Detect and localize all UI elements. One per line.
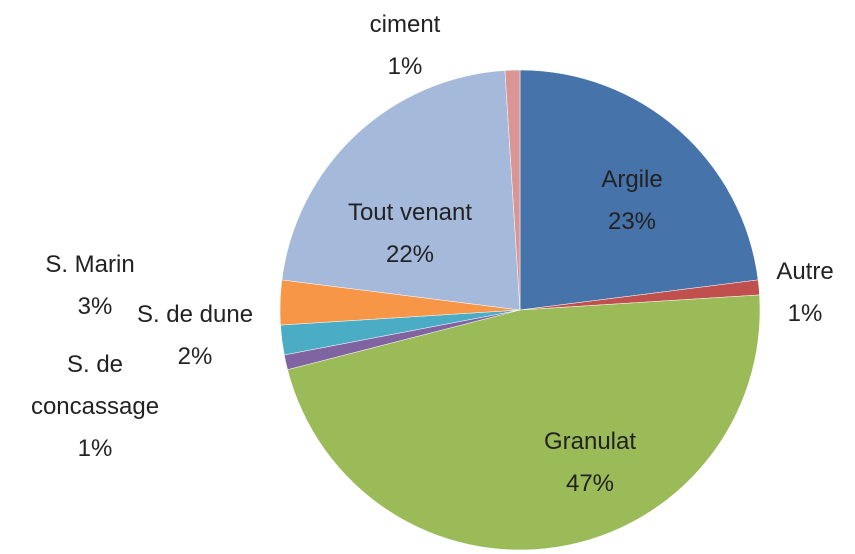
slice-label: S. de concassage 1% xyxy=(20,344,170,470)
value-label: 1% xyxy=(787,300,823,327)
value-label: 1% xyxy=(77,435,113,462)
category-label: S. de concassage xyxy=(30,351,160,420)
slice-label: ciment 1% xyxy=(370,4,441,88)
slice-label: Granulat 47% xyxy=(544,421,636,505)
value-label: 2% xyxy=(177,343,213,370)
slice-label: S. de dune 2% xyxy=(137,294,253,378)
category-label: Autre xyxy=(776,258,834,285)
slice-label: Tout venant 22% xyxy=(348,192,472,276)
category-label: Argile xyxy=(601,166,663,193)
slice-label: S. Marin 3% xyxy=(45,244,134,328)
slice-label: Argile 23% xyxy=(601,159,662,243)
pie-slice xyxy=(504,69,521,311)
value-label: 23% xyxy=(607,208,657,235)
category-label: Granulat xyxy=(543,428,637,455)
category-label: S. Marin xyxy=(45,251,135,278)
value-label: 47% xyxy=(565,470,615,497)
value-label: 1% xyxy=(387,53,423,80)
category-label: ciment xyxy=(369,11,441,38)
pie-slice xyxy=(281,70,521,311)
category-label: Tout venant xyxy=(347,199,473,226)
category-label: S. de dune xyxy=(136,301,254,328)
pie-slice xyxy=(287,294,761,551)
slice-label: Autre 1% xyxy=(776,251,833,335)
value-label: 3% xyxy=(77,293,113,320)
value-label: 22% xyxy=(385,241,435,268)
pie-slice xyxy=(519,69,759,311)
